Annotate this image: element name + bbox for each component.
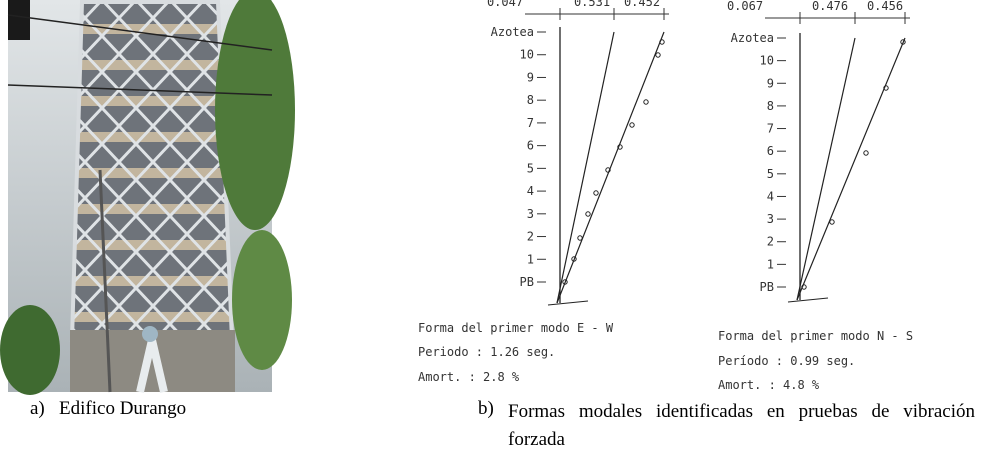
level-label: 6 xyxy=(767,144,774,158)
caption-a: a) Edifico Durango xyxy=(30,398,186,420)
level-label: PB xyxy=(520,275,534,289)
mode-line xyxy=(557,32,614,303)
mode-line xyxy=(797,38,855,300)
mode-point xyxy=(594,191,598,195)
level-label: 4 xyxy=(527,184,534,198)
dimension-label: 0.047 xyxy=(487,0,523,9)
caption-text: Formas modales identificadas en pruebas … xyxy=(508,398,975,454)
level-label: 10 xyxy=(520,48,534,62)
dimension-label: 0.531 xyxy=(574,0,610,9)
mode-note: Período : 0.99 seg. xyxy=(718,354,855,368)
level-label: 2 xyxy=(527,230,534,244)
level-label: Azotea xyxy=(491,25,534,39)
mode-note: Forma del primer modo N - S xyxy=(718,329,913,343)
level-label: 5 xyxy=(527,161,534,175)
level-label: 9 xyxy=(527,70,534,84)
ground xyxy=(788,298,828,302)
building-photo xyxy=(0,0,295,395)
level-label: 3 xyxy=(527,207,534,221)
figure: Azotea 10 9 8 7 6 5 4 3 2 1 PB 0.047 0.531 0.452 Forma … xyxy=(0,0,983,460)
mode-diagrams: Azotea 10 9 8 7 6 5 4 3 2 1 PB 0.047 0.531 0.452 Forma … xyxy=(418,0,913,392)
caption-label: b) xyxy=(478,398,508,454)
dimension-label: 0.476 xyxy=(812,0,848,13)
mode-line xyxy=(797,38,905,300)
level-label: 7 xyxy=(767,122,774,136)
mode-note: Periodo : 1.26 seg. xyxy=(418,345,555,359)
mode-point xyxy=(630,123,634,127)
level-label: 10 xyxy=(760,54,774,68)
mode-point xyxy=(656,53,660,57)
mode-point xyxy=(864,151,868,155)
level-label: 4 xyxy=(767,189,774,203)
level-label: 9 xyxy=(767,76,774,90)
mode-point xyxy=(830,220,834,224)
level-label: 8 xyxy=(767,99,774,113)
level-label: 5 xyxy=(767,167,774,181)
level-label: 3 xyxy=(767,212,774,226)
dimension-label: 0.452 xyxy=(624,0,660,9)
caption-b: b) Formas modales identificadas en prueb… xyxy=(478,398,975,454)
dimension-label: 0.456 xyxy=(867,0,903,13)
ground xyxy=(548,301,588,305)
mode-note: Amort. : 4.8 % xyxy=(718,378,820,392)
level-label: PB xyxy=(760,280,774,294)
dimension-label: 0.067 xyxy=(727,0,763,13)
caption-label: a) xyxy=(30,398,45,419)
mode-note: Amort. : 2.8 % xyxy=(418,370,520,384)
caption-text: Edifico Durango xyxy=(59,398,186,419)
level-label: 7 xyxy=(527,116,534,130)
figure-art: Azotea 10 9 8 7 6 5 4 3 2 1 PB 0.047 0.531 0.452 Forma … xyxy=(0,0,983,460)
mode-note: Forma del primer modo E - W xyxy=(418,321,614,335)
level-label: Azotea xyxy=(731,31,774,45)
level-label: 8 xyxy=(527,93,534,107)
mode-point xyxy=(586,212,590,216)
level-label: 2 xyxy=(767,235,774,249)
level-label: 1 xyxy=(767,257,774,271)
level-label: 6 xyxy=(527,139,534,153)
mode-line xyxy=(557,32,664,303)
level-label: 1 xyxy=(527,252,534,266)
mode-point xyxy=(578,236,582,240)
mode-point xyxy=(644,100,648,104)
